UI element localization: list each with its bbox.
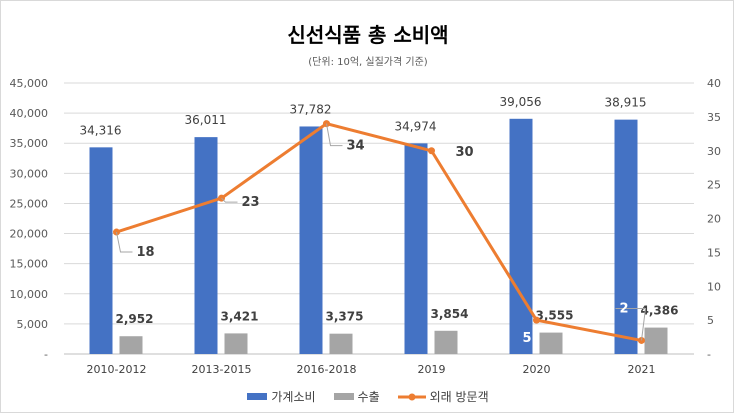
legend-label: 수출 bbox=[357, 390, 380, 404]
left-axis-tick: 15,000 bbox=[10, 258, 49, 271]
bar-household bbox=[89, 147, 113, 354]
leader-line bbox=[615, 307, 647, 341]
x-axis-tick: 2020 bbox=[523, 363, 551, 376]
bar-export bbox=[434, 330, 458, 354]
bar-label-household: 34,974 bbox=[395, 119, 437, 133]
line-visitors bbox=[116, 122, 642, 342]
bar-household bbox=[509, 118, 533, 355]
bar-label-export: 3,555 bbox=[536, 309, 574, 323]
legend-label: 외래 방문객 bbox=[429, 390, 489, 404]
bar-export bbox=[119, 336, 143, 354]
bar-export bbox=[329, 333, 353, 354]
bar-label-export: 4,386 bbox=[641, 304, 679, 318]
bar-export bbox=[644, 327, 668, 354]
x-axis-tick: 2021 bbox=[628, 363, 656, 376]
right-axis-tick: 15 bbox=[707, 246, 721, 259]
line-label-visitors: 23 bbox=[242, 195, 260, 210]
legend-item-household[interactable]: 가계소비 bbox=[247, 388, 316, 405]
line-label-visitors: 18 bbox=[137, 245, 155, 260]
bar-export bbox=[539, 332, 563, 354]
bar-label-export: 3,375 bbox=[326, 310, 364, 324]
bar-export bbox=[224, 333, 248, 354]
bar-label-household: 38,915 bbox=[605, 96, 647, 110]
bar-label-export: 3,854 bbox=[431, 307, 469, 321]
legend: 가계소비 수출 외래 방문객 bbox=[1, 388, 733, 405]
x-axis-tick: 2019 bbox=[418, 363, 446, 376]
bar-label-export: 3,421 bbox=[221, 309, 259, 323]
leader-line bbox=[221, 197, 238, 203]
leader-line bbox=[116, 231, 133, 253]
bar-label-household: 39,056 bbox=[500, 95, 542, 109]
chart-title: 신선식품 총 소비액 bbox=[287, 23, 449, 47]
left-axis-tick: 10,000 bbox=[10, 288, 49, 301]
right-axis-tick: 40 bbox=[707, 77, 721, 90]
x-axis-tick: 2013-2015 bbox=[192, 363, 252, 376]
x-axis-tick: 2010-2012 bbox=[87, 363, 147, 376]
legend-swatch bbox=[247, 393, 268, 400]
left-axis-tick: 30,000 bbox=[10, 167, 49, 180]
line-marker-visitors bbox=[533, 316, 540, 324]
legend-line-marker bbox=[397, 393, 426, 400]
bar-household bbox=[404, 143, 428, 354]
leader-line bbox=[326, 123, 343, 147]
line-marker-visitors bbox=[428, 147, 435, 155]
bar-label-export: 2,952 bbox=[116, 312, 154, 326]
line-label-visitors: 30 bbox=[456, 145, 474, 160]
bar-label-household: 34,316 bbox=[80, 123, 122, 137]
bar-household bbox=[614, 119, 638, 354]
left-axis-tick: 40,000 bbox=[10, 107, 49, 120]
line-label-visitors: 34 bbox=[347, 139, 365, 154]
legend-label: 가계소비 bbox=[271, 390, 316, 404]
legend-item-visitors[interactable]: 외래 방문객 bbox=[397, 388, 489, 405]
bar-household bbox=[194, 137, 218, 354]
chart-subtitle: (단위: 10억, 실질가격 기준) bbox=[308, 57, 428, 68]
legend-swatch bbox=[333, 393, 354, 400]
left-axis-tick: 20,000 bbox=[10, 228, 49, 241]
right-axis-tick: 20 bbox=[707, 213, 721, 226]
left-axis-tick: 45,000 bbox=[10, 77, 49, 90]
right-axis-tick: 10 bbox=[707, 280, 721, 293]
left-axis-tick: 25,000 bbox=[10, 197, 49, 210]
right-axis-tick: - bbox=[707, 348, 711, 361]
right-axis-tick: 35 bbox=[707, 111, 721, 124]
line-label-visitors: 2 bbox=[620, 301, 629, 316]
bar-household bbox=[299, 126, 323, 354]
legend-item-export[interactable]: 수출 bbox=[333, 388, 380, 405]
left-axis-tick: 5,000 bbox=[17, 318, 49, 331]
bar-label-household: 36,011 bbox=[185, 113, 227, 127]
bar-label-household: 37,782 bbox=[290, 102, 332, 116]
x-axis-tick: 2016-2018 bbox=[297, 363, 357, 376]
right-axis-tick: 30 bbox=[707, 145, 721, 158]
left-axis-tick: 35,000 bbox=[10, 137, 49, 150]
left-axis-tick: - bbox=[44, 348, 48, 361]
line-label-visitors: 5 bbox=[523, 331, 532, 346]
right-axis-tick: 5 bbox=[707, 314, 714, 327]
right-axis-tick: 25 bbox=[707, 179, 721, 192]
